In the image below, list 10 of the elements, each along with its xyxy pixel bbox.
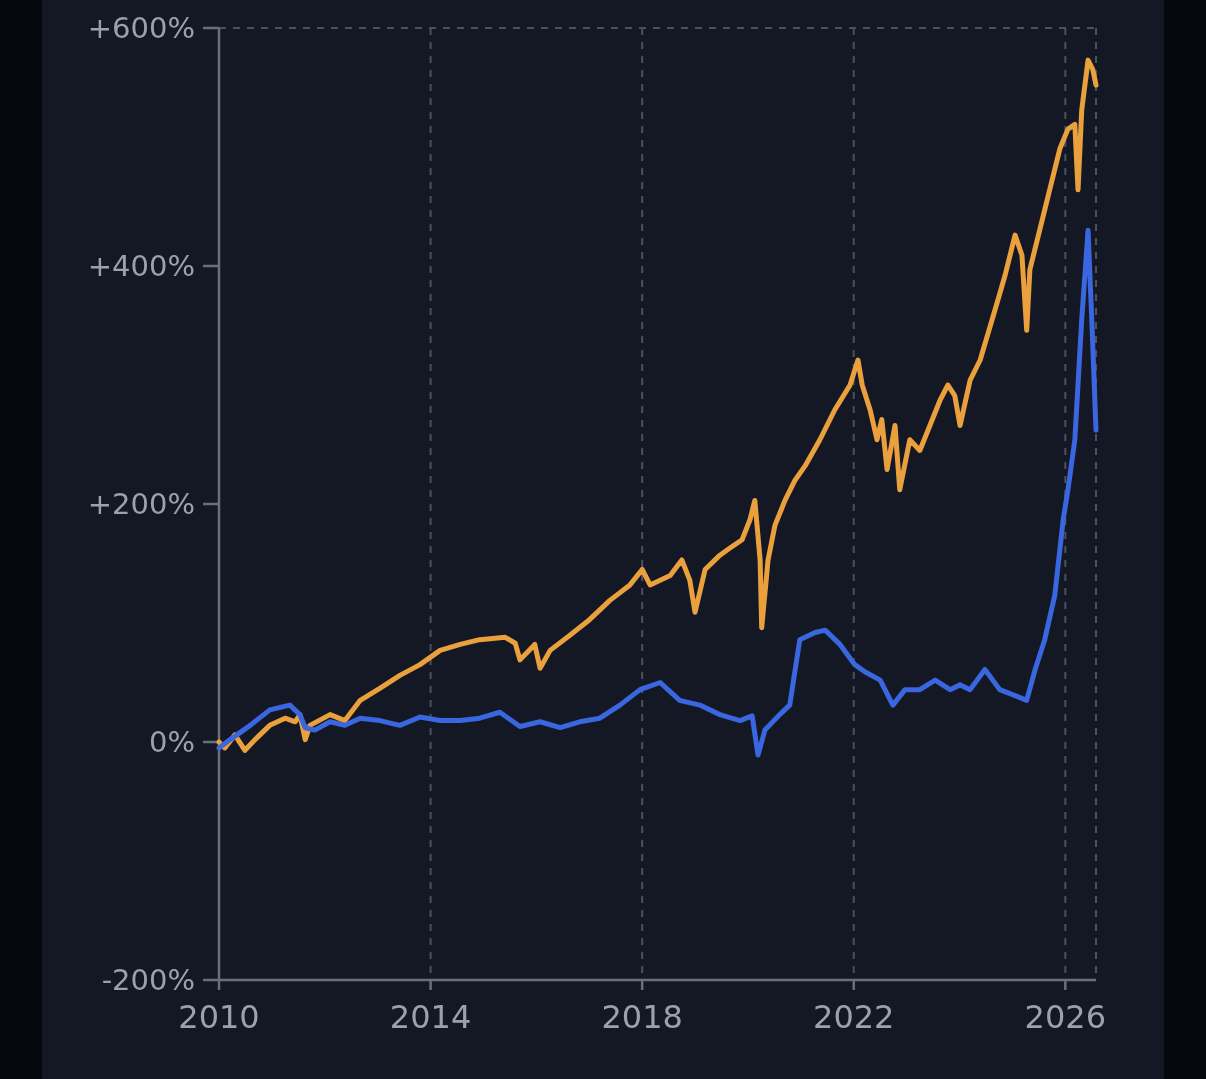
x-tick-label: 2014 xyxy=(389,998,472,1036)
x-tick-label: 2022 xyxy=(813,998,895,1036)
x-tick-label: 2018 xyxy=(601,998,683,1036)
y-tick-label: +400% xyxy=(87,249,195,284)
y-tick-label: -200% xyxy=(101,963,195,998)
y-tick-label: +200% xyxy=(87,487,195,522)
x-tick-label: 2010 xyxy=(178,998,260,1036)
y-tick-label: +600% xyxy=(87,11,195,46)
x-tick-label: 2026 xyxy=(1024,998,1107,1036)
y-tick-label: 0% xyxy=(148,725,195,760)
